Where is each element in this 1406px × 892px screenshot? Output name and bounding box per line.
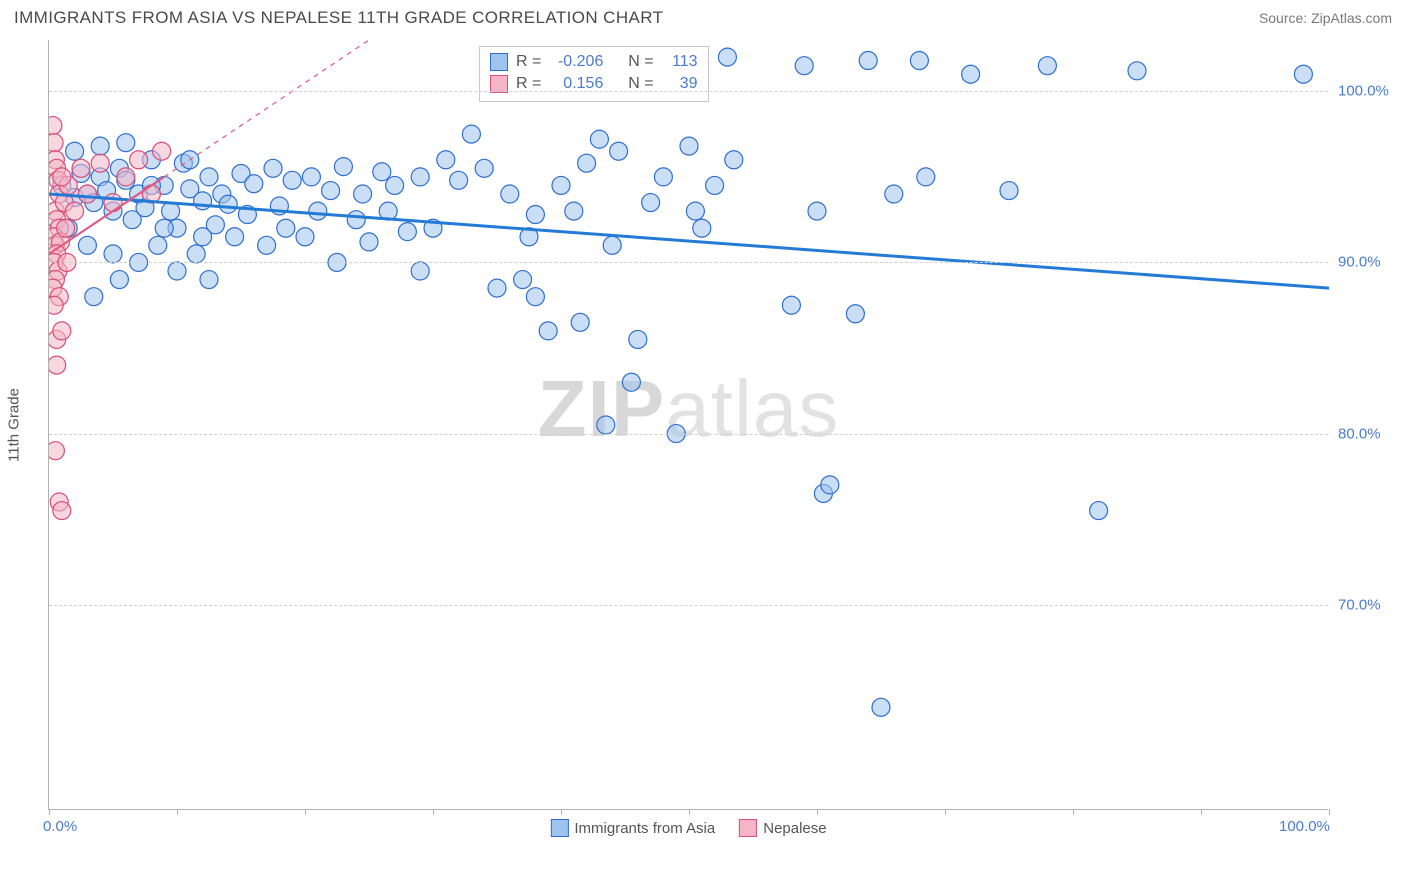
x-tick xyxy=(433,809,434,815)
bottom-legend: Immigrants from Asia Nepalese xyxy=(550,819,826,837)
y-tick-label: 70.0% xyxy=(1338,596,1398,613)
x-tick xyxy=(945,809,946,815)
x-tick xyxy=(1201,809,1202,815)
gridline xyxy=(49,91,1328,92)
legend-swatch xyxy=(739,819,757,837)
gridline xyxy=(49,434,1328,435)
y-tick-label: 100.0% xyxy=(1338,83,1398,100)
legend-item: Nepalese xyxy=(739,819,826,837)
y-tick-label: 80.0% xyxy=(1338,425,1398,442)
x-tick-label: 0.0% xyxy=(43,818,77,835)
stat-legend-row: R =-0.206 N =113 xyxy=(490,51,698,73)
x-tick xyxy=(49,809,50,815)
x-tick xyxy=(177,809,178,815)
legend-swatch xyxy=(490,53,508,71)
legend-swatch xyxy=(490,75,508,93)
stat-legend: R =-0.206 N =113R =0.156 N =39 xyxy=(479,46,709,102)
x-tick xyxy=(1329,809,1330,815)
x-tick xyxy=(305,809,306,815)
x-tick xyxy=(817,809,818,815)
plot-frame: ZIPatlas R =-0.206 N =113R =0.156 N =39 … xyxy=(48,40,1328,810)
x-tick xyxy=(561,809,562,815)
title-bar: IMMIGRANTS FROM ASIA VS NEPALESE 11TH GR… xyxy=(0,0,1406,32)
source-label: Source: ZipAtlas.com xyxy=(1259,10,1392,26)
chart-title: IMMIGRANTS FROM ASIA VS NEPALESE 11TH GR… xyxy=(14,8,663,28)
y-tick-label: 90.0% xyxy=(1338,254,1398,271)
legend-item: Immigrants from Asia xyxy=(550,819,715,837)
x-tick xyxy=(689,809,690,815)
scatter-svg xyxy=(49,40,1329,810)
x-tick-label: 100.0% xyxy=(1279,818,1330,835)
plot-area: ZIPatlas R =-0.206 N =113R =0.156 N =39 … xyxy=(48,40,1328,810)
y-axis-label: 11th Grade xyxy=(6,388,23,462)
gridline xyxy=(49,605,1328,606)
gridline xyxy=(49,262,1328,263)
legend-swatch xyxy=(550,819,568,837)
x-tick xyxy=(1073,809,1074,815)
source-name: ZipAtlas.com xyxy=(1311,10,1392,26)
